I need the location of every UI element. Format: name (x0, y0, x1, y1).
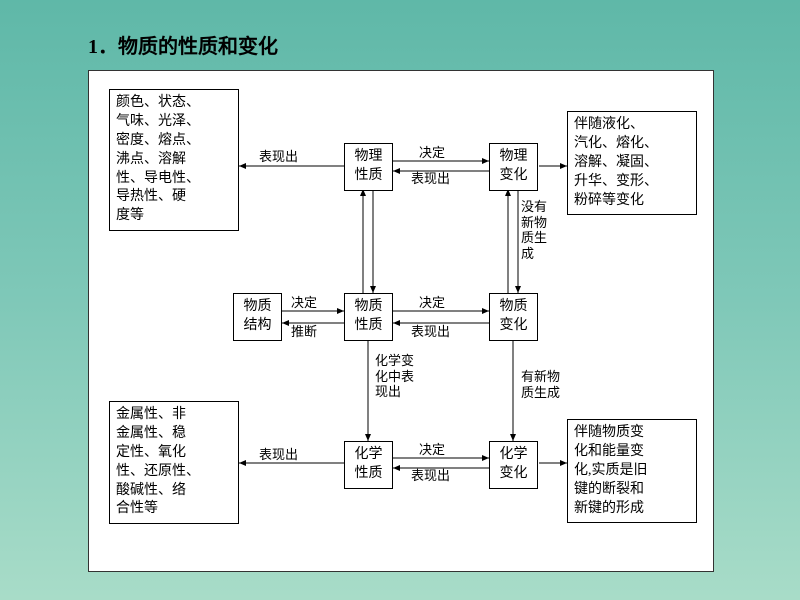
lbl-has-new-substance: 有新物 质生成 (521, 369, 571, 400)
lbl-decide-2: 决定 (291, 295, 317, 311)
box-chemical-change: 化学 变化 (489, 441, 538, 489)
box-physical-change-examples: 伴随液化、 汽化、熔化、 溶解、凝固、 升华、变形、 粉碎等变化 (567, 111, 697, 215)
box-material-structure: 物质 结构 (233, 293, 282, 341)
lbl-express-3: 表现出 (411, 324, 450, 340)
box-material-property: 物质 性质 (344, 293, 393, 341)
page-title: 1．物质的性质和变化 (88, 30, 278, 59)
box-chemical-examples: 金属性、非 金属性、稳 定性、氧化 性、还原性、 酸碱性、络 合性等 (109, 401, 239, 524)
box-material-change: 物质 变化 (489, 293, 538, 341)
diagram-canvas: 颜色、状态、 气味、光泽、 密度、熔点、 沸点、溶解 性、导电性、 导热性、硬 … (88, 70, 714, 572)
lbl-infer: 推断 (291, 324, 317, 340)
lbl-decide-3: 决定 (419, 295, 445, 311)
box-physical-property: 物理 性质 (344, 143, 393, 191)
lbl-decide-1: 决定 (419, 145, 445, 161)
lbl-chem-express: 化学变 化中表 现出 (375, 353, 425, 400)
lbl-express-5: 表现出 (411, 468, 450, 484)
lbl-express-4: 表现出 (259, 447, 298, 463)
lbl-decide-4: 决定 (419, 442, 445, 458)
box-physical-examples: 颜色、状态、 气味、光泽、 密度、熔点、 沸点、溶解 性、导电性、 导热性、硬 … (109, 89, 239, 231)
lbl-express-1: 表现出 (259, 149, 298, 165)
lbl-no-new-substance: 没有 新物 质生 成 (521, 199, 561, 261)
box-physical-change: 物理 变化 (489, 143, 538, 191)
lbl-express-2: 表现出 (411, 171, 450, 187)
box-chemical-change-desc: 伴随物质变 化和能量变 化,实质是旧 键的断裂和 新键的形成 (567, 419, 697, 523)
box-chemical-property: 化学 性质 (344, 441, 393, 489)
